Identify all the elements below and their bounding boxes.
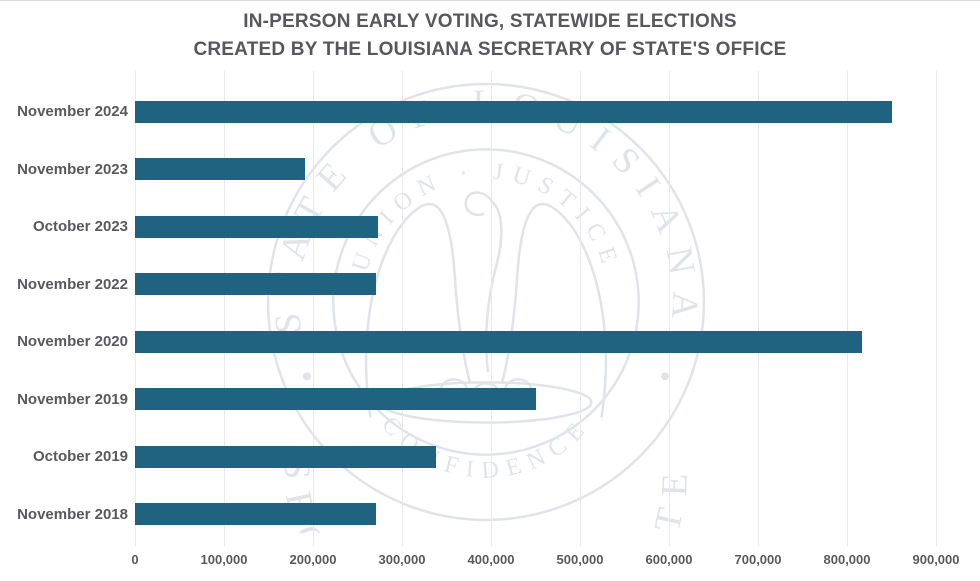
category-label: October 2019 [32, 448, 128, 466]
x-tick-label: 300,000 [378, 552, 426, 567]
x-tick-label: 400,000 [467, 552, 515, 567]
gridline [668, 71, 670, 546]
bar-row [135, 313, 936, 371]
bars [135, 83, 936, 543]
bar [135, 445, 436, 468]
bar [135, 503, 377, 526]
bar-row [135, 83, 936, 141]
bar [135, 388, 536, 411]
x-axis: 0 100,000 200,000 300,000 400,000 500,000 600,… [131, 552, 959, 574]
plot-area: STATE OF LOUISIANA SECRETARY OF STATE UN… [135, 71, 937, 546]
x-tick-label: 800,000 [823, 552, 871, 567]
category-label: October 2023 [32, 218, 128, 236]
gridline [847, 71, 848, 546]
chart-title-block: IN-PERSON EARLY VOTING, STATEWIDE ELECTI… [0, 8, 980, 64]
x-tick-label: 100,000 [200, 552, 248, 567]
bar-row [135, 486, 936, 544]
gridline [758, 71, 759, 546]
seal-inner-ring [332, 148, 640, 456]
bar-row [135, 428, 936, 486]
category-label: November 2023 [17, 160, 128, 178]
bar-row [135, 141, 936, 199]
gridline [224, 71, 225, 546]
gridline [313, 71, 314, 546]
category-labels: November 2024 November 2023 October 2023 No… [0, 83, 128, 543]
chart-title: IN-PERSON EARLY VOTING, STATEWIDE ELECTI… [243, 11, 737, 32]
seal-outer-ring [266, 82, 706, 522]
x-tick-label: 0 [131, 552, 139, 567]
bar-row [135, 371, 936, 429]
category-label: November 2018 [17, 505, 128, 523]
x-tick-label: 500,000 [556, 552, 604, 567]
bar [135, 215, 378, 238]
bar-row [135, 256, 936, 314]
bar-row [135, 198, 936, 256]
category-label: November 2024 [17, 103, 128, 121]
x-tick-label: 600,000 [645, 552, 693, 567]
category-label: November 2019 [17, 390, 128, 408]
category-label: November 2022 [17, 275, 128, 293]
gridline [580, 71, 581, 546]
bar [135, 158, 305, 181]
category-label: November 2020 [17, 333, 128, 351]
gridline [936, 71, 937, 546]
seal-separator-dot-left [302, 372, 311, 381]
chart-subtitle: CREATED BY THE LOUISIANA SECRETARY OF ST… [193, 39, 787, 60]
bar [135, 100, 892, 123]
bar [135, 273, 377, 296]
x-tick-label: 700,000 [734, 552, 782, 567]
bar [135, 330, 863, 353]
x-tick-label: 200,000 [289, 552, 337, 567]
seal-separator-dot-right [661, 372, 670, 381]
gridline [135, 71, 136, 546]
gridlines [135, 71, 937, 546]
louisiana-state-seal-watermark: STATE OF LOUISIANA SECRETARY OF STATE UN… [266, 82, 706, 533]
gridline [401, 71, 403, 546]
gridline [491, 71, 492, 546]
x-tick-label: 900,000 [912, 552, 960, 567]
